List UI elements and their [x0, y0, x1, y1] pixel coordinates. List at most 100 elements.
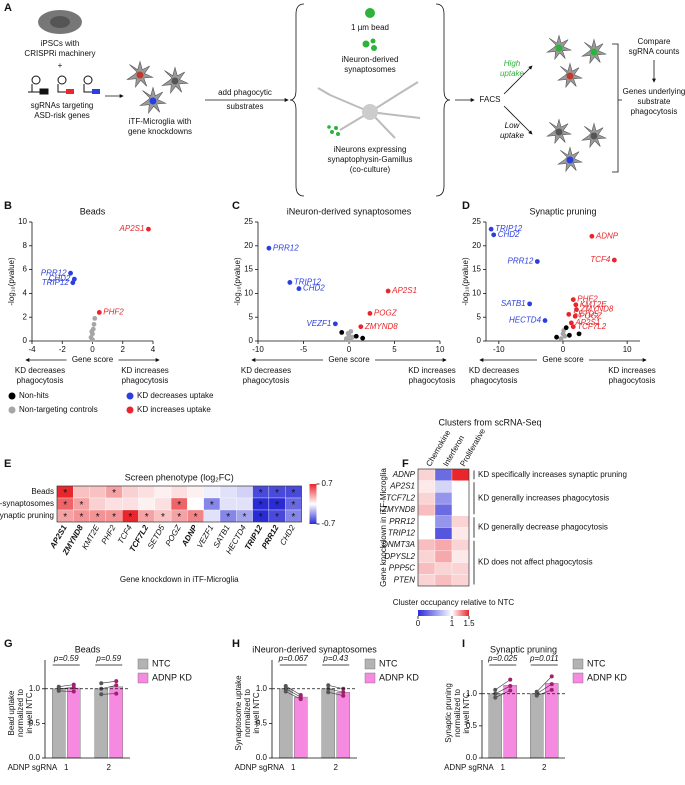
synaptosome-label: iNeuron-derived: [342, 55, 399, 64]
genes-label: substrate: [638, 97, 671, 106]
legend-label: KD decreases uptake: [137, 391, 214, 400]
pair-line: [101, 680, 117, 684]
significance-star: *: [242, 512, 246, 523]
axis: [481, 660, 565, 759]
y-axis-label: Synaptic pruning: [444, 683, 453, 743]
heat-cell: [417, 527, 436, 540]
x-axis-label: ADNP sgRNA: [8, 763, 58, 772]
annotation: phagocytosis: [609, 376, 656, 385]
y-tick-label: 25: [472, 217, 481, 226]
heat-cell: [187, 485, 204, 499]
significance-star: *: [210, 500, 214, 511]
point: [92, 315, 98, 321]
heat-cell: [434, 527, 453, 540]
point: [570, 297, 576, 302]
heat-cell: [89, 497, 107, 511]
legend-swatch: [364, 672, 376, 684]
x-axis-label: ADNP sgRNA: [444, 763, 494, 772]
y-tick-label: 0.0: [256, 753, 268, 762]
chart-title: iNeuron-derived synaptosomes: [287, 206, 412, 216]
replicate-point: [508, 677, 513, 682]
pair-line: [101, 693, 117, 695]
row-label: PPP5C: [389, 564, 415, 573]
y-axis-label: -log₁₀(pvalue): [461, 257, 470, 306]
substrate-label: add phagocytic: [218, 88, 272, 97]
y-tick-label: 1.0: [466, 689, 478, 698]
legend-swatch: [137, 658, 149, 670]
significance-star: *: [63, 512, 67, 523]
x-tick-label: 2: [542, 763, 547, 772]
bar: [530, 693, 544, 759]
point: [90, 337, 95, 343]
legend-marker: [8, 406, 16, 414]
pair-line: [101, 685, 117, 690]
legend-label: NTC: [587, 658, 606, 668]
legend-label: NTC: [379, 658, 398, 668]
y-tick-label: 5: [477, 312, 482, 321]
heat-cell: [434, 550, 453, 563]
x-tick-label: 5: [392, 345, 397, 354]
significance-star: *: [291, 500, 295, 511]
y-axis-label: normalized to: [243, 688, 252, 737]
heat-cell: [451, 468, 470, 481]
panel-letter: A: [4, 2, 12, 14]
chart-title: Synaptic pruning: [529, 206, 596, 216]
replicate-point: [341, 690, 346, 695]
brace: [289, 3, 305, 197]
point: [568, 320, 574, 326]
y-tick-label: 0.0: [466, 753, 478, 762]
bead-label: 1 µm bead: [351, 23, 389, 32]
y-tick-label: 1.0: [29, 684, 41, 693]
legend-label: NTC: [152, 658, 171, 668]
point-label: PHF2: [103, 308, 124, 317]
arrow: [503, 105, 533, 135]
pair-line: [58, 684, 74, 687]
point: [572, 313, 578, 319]
bracket: [612, 43, 622, 173]
heat-cell: [138, 485, 155, 499]
legend-label: ADNP KD: [379, 672, 419, 682]
significance-star: *: [275, 500, 279, 511]
synaptosome-label: synaptosomes: [344, 65, 396, 74]
replicate-point: [71, 689, 76, 694]
sgrna-label: sgRNAs targeting: [31, 101, 94, 110]
column-label: CHD2: [278, 523, 297, 547]
y-tick-label: 10: [244, 289, 253, 298]
point-label: PRR12: [508, 257, 534, 266]
y-tick-label: 0.0: [29, 753, 41, 762]
point: [343, 336, 349, 342]
point: [345, 330, 351, 336]
low-uptake-label: uptake: [500, 131, 525, 140]
y-tick-label: 1.0: [256, 684, 268, 693]
point-label: ADNP: [595, 231, 619, 240]
point-label: ZMYND8: [579, 305, 613, 314]
heat-cell: [451, 515, 470, 528]
heat-cell: [89, 485, 107, 499]
significance-star: *: [291, 488, 295, 499]
genes-label: Genes underlying: [623, 87, 685, 96]
replicate-point: [71, 685, 76, 690]
bar: [321, 688, 335, 759]
axis: [257, 222, 440, 342]
y-tick-label: 0: [23, 336, 28, 345]
point-label: PRR12: [41, 268, 67, 277]
point: [91, 321, 97, 327]
panel-letter: B: [4, 200, 12, 212]
y-axis-label: Gene knockdown in iTF-Microglia: [379, 468, 388, 587]
x-axis-label: Gene knockdown in iTF-Microglia: [120, 575, 239, 584]
colorbar-tick-label: -0.7: [322, 519, 336, 528]
heat-cell: [434, 503, 453, 516]
heat-cell: [451, 574, 470, 587]
colorbar-tick-label: 0: [416, 619, 421, 628]
point-label: HECTD4: [509, 316, 542, 325]
p-value: p=0.43: [322, 654, 348, 663]
point-label: AP2S1: [574, 318, 600, 327]
heat-cell: [434, 574, 453, 587]
neuron: [317, 81, 421, 139]
group-label: KD generally increases phagocytosis: [478, 493, 609, 502]
bar: [488, 693, 502, 759]
legend-swatch: [572, 658, 584, 670]
row-label: Beads: [31, 487, 54, 496]
legend-label: Non-hits: [19, 391, 49, 400]
point: [534, 259, 540, 264]
